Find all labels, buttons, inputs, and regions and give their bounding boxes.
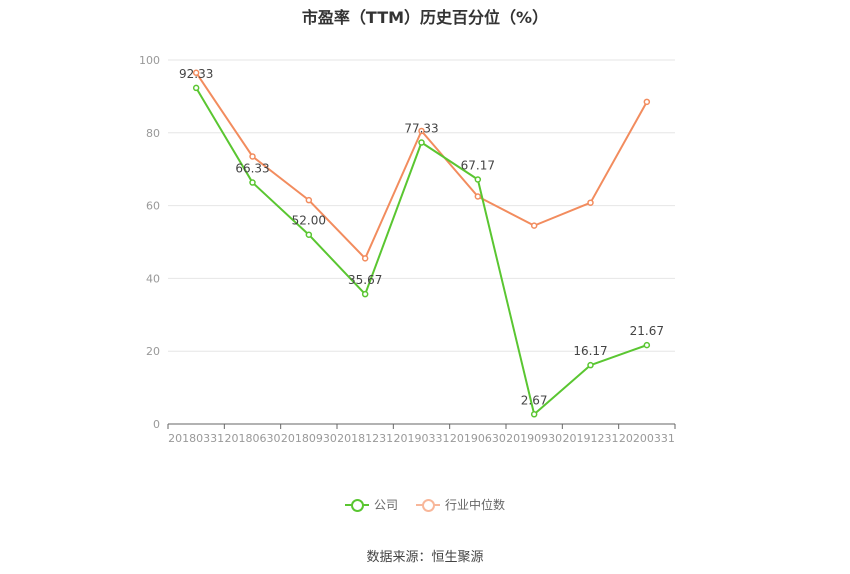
series-0-point — [587, 361, 594, 369]
x-tick-label: 20190930 — [506, 432, 562, 445]
x-tick-label: 20191231 — [563, 432, 619, 445]
data-label: 16.17 — [573, 344, 607, 358]
series-1-point — [418, 127, 425, 135]
series-0-point — [249, 179, 256, 186]
series-0-point — [530, 411, 538, 418]
y-tick-label: 100 — [139, 54, 160, 67]
series-1-point — [587, 199, 594, 206]
legend-item-company[interactable]: 公司 — [344, 496, 398, 513]
series-0-point — [474, 176, 482, 183]
series-1-point — [474, 193, 482, 200]
series-0-point — [305, 231, 313, 238]
series-1-point — [361, 255, 369, 262]
x-tick-label: 20190630 — [450, 432, 506, 445]
x-tick-label: 20180630 — [225, 432, 281, 445]
series-0-point — [643, 341, 651, 349]
x-axis: 20180331 20180630 20180930 20181231 20190331… — [167, 423, 676, 445]
series-group — [192, 69, 651, 418]
x-tick-label: 20200331 — [619, 432, 675, 445]
x-tick-label: 20180331 — [168, 432, 224, 445]
series-1-point — [643, 98, 651, 106]
data-label: 67.17 — [461, 159, 495, 173]
y-tick-label: 40 — [146, 272, 160, 285]
y-axis: 0 20 40 60 80 100 — [139, 54, 160, 431]
y-tick-label: 80 — [146, 127, 160, 140]
legend-swatch-industry-median — [416, 498, 440, 512]
x-tick-label: 20190331 — [394, 432, 450, 445]
data-label: 21.67 — [630, 324, 664, 338]
series-1-point — [305, 196, 313, 204]
chart-title: 市盈率（TTM）历史百分位（%） — [301, 8, 549, 27]
data-labels: 92.33 66.33 52.00 35.67 77.33 67.17 2.67 16.17 2… — [179, 67, 664, 407]
series-0-point — [192, 84, 200, 92]
data-label: 92.33 — [179, 67, 213, 81]
legend: 公司 行业中位数 — [0, 496, 850, 513]
x-tick-label: 20181231 — [337, 432, 393, 445]
series-1-point — [249, 153, 256, 160]
series-0-point — [418, 139, 425, 146]
series-1-point — [192, 69, 200, 76]
data-label: 66.33 — [235, 162, 269, 176]
y-tick-label: 60 — [146, 200, 160, 213]
x-tick-label: 20180930 — [281, 432, 337, 445]
data-label: 52.00 — [292, 214, 326, 228]
series-1-point — [530, 222, 538, 229]
series-line-0 — [195, 87, 648, 416]
data-source: 数据来源：恒生聚源 — [366, 550, 484, 565]
series-0-point — [361, 290, 369, 298]
legend-label-company: 公司 — [373, 498, 398, 512]
y-tick-label: 20 — [146, 345, 160, 358]
legend-swatch-company — [344, 498, 369, 512]
legend-label-industry-median: 行业中位数 — [445, 498, 506, 512]
data-label: 35.67 — [348, 273, 382, 287]
grid-lines — [168, 59, 675, 352]
y-tick-label: 0 — [153, 418, 160, 431]
data-label: 2.67 — [521, 393, 548, 407]
legend-item-industry-median[interactable]: 行业中位数 — [416, 496, 505, 513]
data-label: 77.33 — [404, 122, 438, 136]
